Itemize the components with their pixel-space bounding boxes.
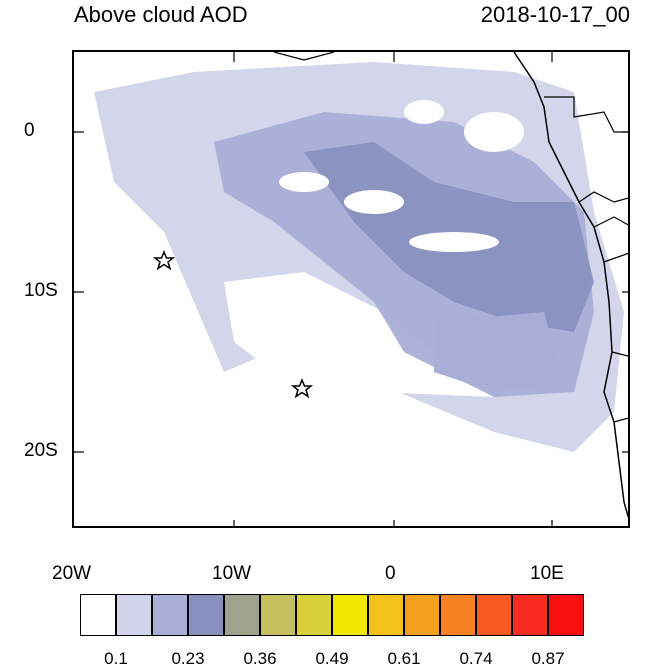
map-date: 2018-10-17_00 xyxy=(480,2,630,27)
map-frame xyxy=(72,50,630,528)
aod-map-plot xyxy=(74,52,628,526)
colorbar-box xyxy=(440,594,476,636)
aod-core-region xyxy=(434,312,564,392)
lat-label-10s: 10S xyxy=(24,280,58,301)
colorbar-tick-label: 0.23 xyxy=(171,649,205,668)
country-borders xyxy=(273,52,628,423)
star-marker-2 xyxy=(290,378,314,399)
colorbar-box xyxy=(512,594,548,636)
inner-ticks xyxy=(74,52,628,526)
lon-label-20w: 20W xyxy=(52,563,92,584)
colorbar-tick-label: 0.49 xyxy=(315,649,349,668)
lon-label-10e: 10E xyxy=(530,563,564,584)
lon-label-10w: 10W xyxy=(212,563,252,584)
colorbar-box xyxy=(116,594,152,636)
colorbar-box xyxy=(188,594,224,636)
star-marker-1 xyxy=(152,250,176,271)
colorbar-box xyxy=(224,594,260,636)
colorbar-box xyxy=(296,594,332,636)
lat-label-20s: 20S xyxy=(24,440,58,461)
cloud-gaps xyxy=(279,100,524,252)
colorbar-tick-label: 0.36 xyxy=(243,649,277,668)
colorbar-box xyxy=(404,594,440,636)
colorbar-tick-label: 0.87 xyxy=(531,649,565,668)
lat-label-0: 0 xyxy=(24,120,35,141)
colorbar-box xyxy=(548,594,584,636)
markers xyxy=(152,250,314,399)
colorbar-box xyxy=(476,594,512,636)
aod-clear-region xyxy=(224,272,494,397)
map-title: Above cloud AOD xyxy=(74,2,248,27)
colorbar-box xyxy=(332,594,368,636)
colorbar-box xyxy=(260,594,296,636)
colorbar-box xyxy=(152,594,188,636)
lon-label-0: 0 xyxy=(385,563,396,584)
colorbar-box xyxy=(80,594,116,636)
colorbar-tick-label: 0.61 xyxy=(387,649,421,668)
colorbar-tick-label: 0.1 xyxy=(104,649,128,668)
colorbar-tick-label: 0.74 xyxy=(459,649,493,668)
colorbar-box xyxy=(368,594,404,636)
